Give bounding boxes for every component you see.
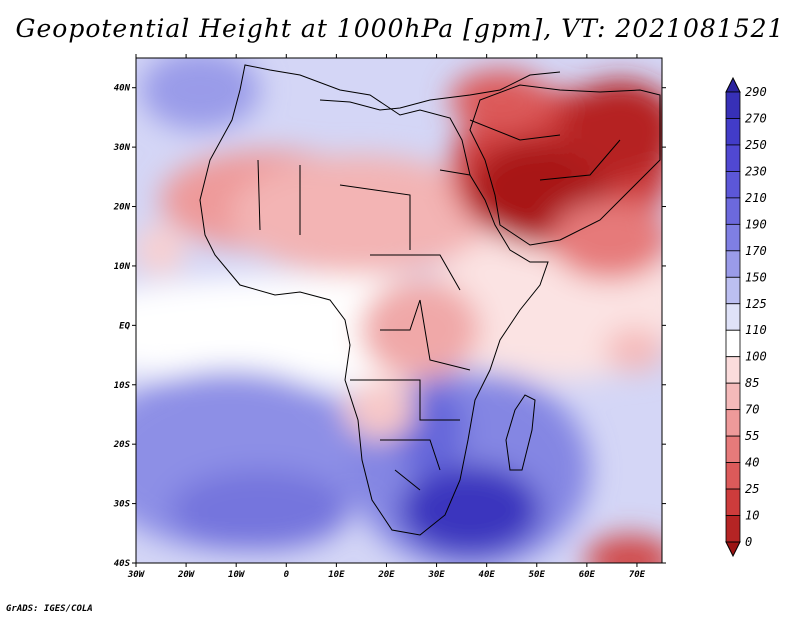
colorbar-label: 210 bbox=[745, 191, 767, 205]
colorbar-arrow-top bbox=[725, 76, 741, 93]
colorbar-label: 25 bbox=[745, 482, 759, 496]
y-tick-label: 20S bbox=[113, 440, 131, 450]
colorbar-label: 125 bbox=[745, 297, 767, 311]
coastlines bbox=[199, 64, 661, 536]
colorbar-label: 55 bbox=[745, 429, 759, 443]
colorbar-arrow-bottom bbox=[725, 541, 741, 558]
y-tick-label: 30S bbox=[113, 500, 131, 510]
plot-frame bbox=[135, 57, 663, 564]
colorbar-swatch bbox=[725, 197, 741, 225]
colorbar-swatch bbox=[725, 409, 741, 437]
colorbar-label: 230 bbox=[745, 164, 767, 178]
colorbar-swatch bbox=[725, 91, 741, 119]
colorbar-label: 10 bbox=[745, 509, 759, 523]
colorbar-swatch bbox=[725, 144, 741, 172]
x-tick-label: 10E bbox=[328, 570, 345, 580]
chart-title: Geopotential Height at 1000hPa [gpm], VT… bbox=[15, 14, 785, 43]
y-axis: 40N 30N 20N 10N EQ 10S 20S 30S 40S bbox=[113, 84, 666, 569]
colorbar-swatch bbox=[725, 515, 741, 543]
colorbar-label: 250 bbox=[745, 138, 767, 152]
colorbar-label: 0 bbox=[745, 535, 752, 549]
x-tick-label: 60E bbox=[579, 570, 596, 580]
x-tick-label: 20E bbox=[377, 570, 395, 580]
colorbar-label: 150 bbox=[745, 270, 767, 284]
y-tick-label: EQ bbox=[119, 321, 130, 331]
x-axis: 30W 20W 10W 0 10E 20E 30E 40E 50E 60E 70E bbox=[127, 54, 646, 580]
colorbar-swatch bbox=[725, 488, 741, 516]
colorbar-swatch bbox=[725, 171, 741, 199]
colorbar-swatch bbox=[725, 276, 741, 305]
y-tick-label: 30N bbox=[113, 143, 131, 153]
x-tick-label: 10W bbox=[228, 570, 246, 580]
x-tick-label: 0 bbox=[284, 570, 290, 580]
y-tick-label: 20N bbox=[113, 203, 131, 213]
colorbar-swatch bbox=[725, 382, 741, 411]
colorbar-label: 270 bbox=[745, 111, 767, 125]
y-tick-label: 10N bbox=[114, 262, 131, 272]
x-tick-label: 30W bbox=[127, 570, 146, 580]
colorbar-swatch bbox=[725, 250, 741, 278]
colorbar-label: 170 bbox=[745, 244, 767, 258]
colorbar-label: 100 bbox=[745, 350, 767, 364]
x-tick-label: 70E bbox=[629, 570, 646, 580]
colorbar-label: 85 bbox=[745, 376, 759, 390]
colorbar-swatch bbox=[725, 223, 741, 252]
y-tick-label: 40S bbox=[114, 559, 131, 569]
x-tick-label: 20W bbox=[177, 570, 196, 580]
colorbar-label: 190 bbox=[745, 217, 767, 231]
x-tick-label: 50E bbox=[529, 570, 546, 580]
x-tick-label: 30E bbox=[427, 570, 445, 580]
colorbar-swatch bbox=[725, 435, 741, 463]
colorbar-swatch bbox=[725, 462, 741, 490]
colorbar-swatch bbox=[725, 118, 741, 146]
colorbar-label: 110 bbox=[745, 323, 767, 337]
colorbar-label: 290 bbox=[745, 85, 767, 99]
y-tick-label: 10S bbox=[114, 381, 131, 391]
colorbar-label: 70 bbox=[745, 403, 759, 417]
colorbar: 2902702502302101901701501251101008570554… bbox=[725, 76, 767, 558]
colorbar-swatch bbox=[725, 303, 741, 331]
grads-credit: GrADS: IGES/COLA bbox=[6, 604, 93, 614]
colorbar-swatch bbox=[725, 329, 741, 358]
height-field bbox=[136, 58, 662, 563]
colorbar-label: 40 bbox=[745, 456, 759, 470]
colorbar-swatch bbox=[725, 356, 741, 384]
x-tick-label: 40E bbox=[479, 570, 496, 580]
y-tick-label: 40N bbox=[114, 84, 131, 94]
